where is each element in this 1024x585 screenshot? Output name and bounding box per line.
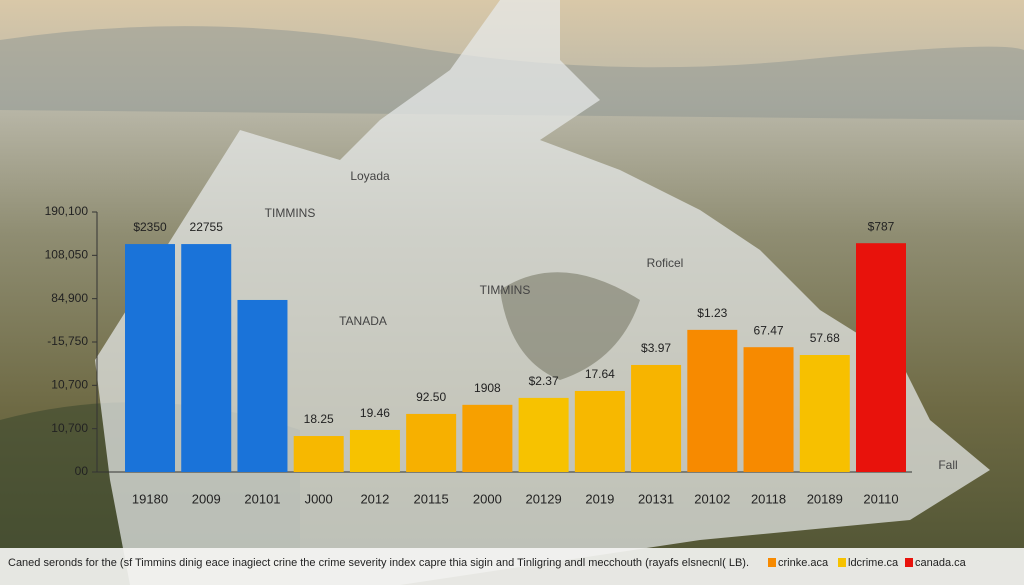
x-tick-label: 2019 <box>585 491 614 506</box>
bar <box>181 244 232 472</box>
bar-label: $1.23 <box>697 306 727 320</box>
bar <box>349 429 400 472</box>
x-tick-label: 20129 <box>526 491 562 506</box>
bar <box>125 244 175 472</box>
legend-label: crinke.aca <box>778 557 829 569</box>
bar <box>518 397 569 472</box>
x-tick-label: 20118 <box>751 491 786 506</box>
legend-label: canada.ca <box>915 557 967 569</box>
bar-label: 22755 <box>190 220 224 234</box>
y-tick-label: 108,050 <box>45 248 89 262</box>
y-tick-label: 10,700 <box>51 378 88 392</box>
legend-label: ldcrime.ca <box>848 557 899 569</box>
legend-swatch <box>838 558 846 567</box>
map-label: TANADA <box>339 314 387 328</box>
bar-label: $787 <box>868 219 895 233</box>
bar <box>687 329 738 472</box>
x-tick-label: 2009 <box>192 491 221 506</box>
bar <box>237 299 288 472</box>
map-label: Fall <box>938 458 957 472</box>
map-label: TIMMINS <box>480 283 531 297</box>
bar <box>293 436 344 472</box>
bar <box>406 413 457 472</box>
bar-label: 1908 <box>474 381 501 395</box>
legend-swatch <box>905 558 913 567</box>
legend-swatch <box>768 558 776 567</box>
x-tick-label: 20131 <box>638 491 674 506</box>
x-tick-label: J000 <box>305 491 333 506</box>
bar-label: 17.64 <box>585 367 615 381</box>
x-tick-label: 20110 <box>863 491 898 506</box>
bar-label: $2.37 <box>529 374 559 388</box>
x-tick-label: 2012 <box>360 491 389 506</box>
y-tick-label: 84,900 <box>51 291 88 305</box>
x-tick-label: 2000 <box>473 491 502 506</box>
x-tick-label: 19180 <box>132 491 168 506</box>
y-tick-label: -15,750 <box>47 334 88 348</box>
bar <box>574 390 625 472</box>
bar-label: $2350 <box>133 220 167 234</box>
bar-label: 19.46 <box>360 406 390 420</box>
y-tick-label: 00 <box>75 464 89 478</box>
bar <box>462 404 513 472</box>
bar <box>856 243 906 472</box>
x-tick-label: 20102 <box>694 491 730 506</box>
y-tick-label: 190,100 <box>45 204 89 218</box>
footer-band <box>0 548 1024 585</box>
map-label: TIMMINS <box>265 206 316 220</box>
bar-label: $3.97 <box>641 341 671 355</box>
x-tick-label: 20101 <box>244 491 280 506</box>
footnote: Caned seronds for the (sf Timmins dinig … <box>8 557 749 569</box>
bar-label: 57.68 <box>810 331 840 345</box>
bay <box>500 272 640 380</box>
bar-label: 18.25 <box>304 412 334 426</box>
map-label: Roficel <box>647 256 684 270</box>
bar-label: 92.50 <box>416 390 446 404</box>
bar <box>799 355 850 472</box>
bar <box>631 364 682 472</box>
x-tick-label: 20189 <box>807 491 843 506</box>
bar <box>743 347 794 472</box>
x-tick-label: 20115 <box>414 491 449 506</box>
bar-label: 67.47 <box>754 323 784 337</box>
map-label: Loyada <box>350 169 390 183</box>
y-tick-label: 10,700 <box>51 421 88 435</box>
